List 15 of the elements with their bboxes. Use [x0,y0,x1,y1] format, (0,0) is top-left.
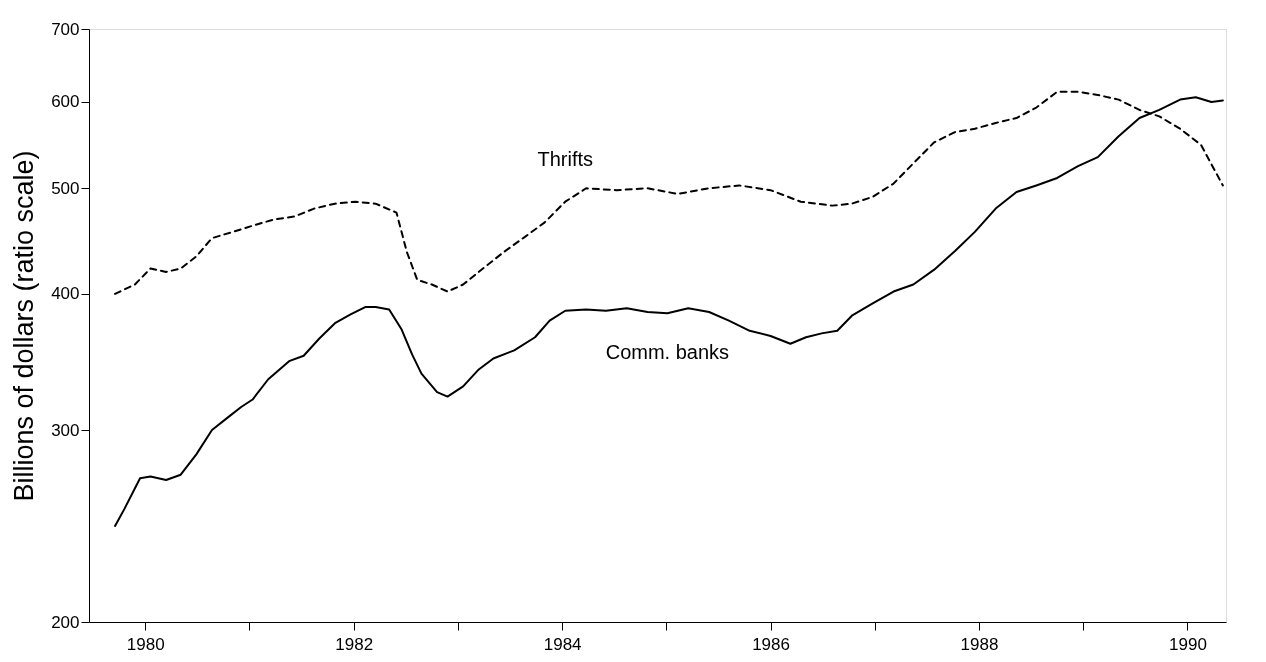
y-tick-label: 400 [51,284,80,304]
x-tick-label: 1990 [1169,634,1207,654]
y-axis-title: Billions of dollars (ratio scale) [9,150,40,502]
y-tick-label: 300 [51,420,80,440]
y-tick-label: 500 [51,178,80,198]
x-tick-label: 1984 [543,634,582,654]
x-tick-label: 1980 [126,634,165,654]
x-tick-label: 1986 [752,634,790,654]
x-tick-label: 1982 [335,634,374,654]
y-tick-label: 600 [51,92,80,112]
y-tick-label: 200 [51,612,80,632]
x-tick-label: 1988 [960,634,999,654]
series-label: Comm. banks [605,341,730,364]
series-label: Thrifts [537,147,594,170]
y-tick-label: 700 [51,19,80,39]
